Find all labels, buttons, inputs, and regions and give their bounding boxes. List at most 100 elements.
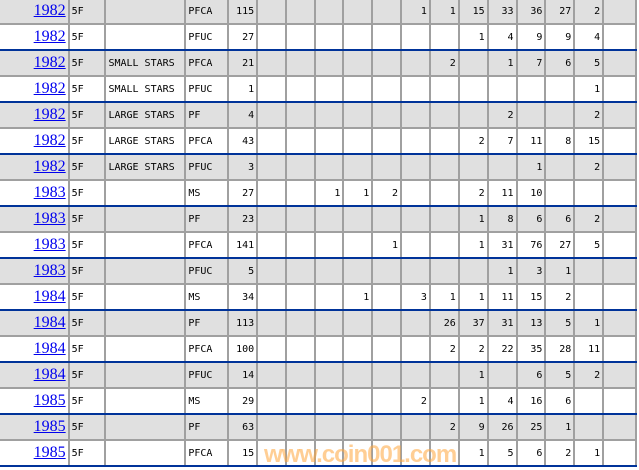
grade-cell: PFUC xyxy=(184,258,230,285)
year-cell[interactable]: 1982 xyxy=(0,76,70,103)
count-cell xyxy=(284,206,316,233)
count-cell: 10 xyxy=(515,180,547,207)
variety-cell xyxy=(104,362,187,389)
year-cell[interactable]: 1984 xyxy=(0,336,70,363)
grade-cell: MS xyxy=(184,180,230,207)
year-link[interactable]: 1984 xyxy=(33,340,66,357)
year-cell[interactable]: 1982 xyxy=(0,154,70,181)
year-cell[interactable]: 1985 xyxy=(0,414,70,441)
count-cell: 1 xyxy=(371,232,403,259)
count-cell xyxy=(457,258,489,285)
year-link[interactable]: 1982 xyxy=(33,106,66,123)
year-cell[interactable]: 1982 xyxy=(0,24,70,51)
year-cell[interactable]: 1984 xyxy=(0,284,70,311)
count-cell xyxy=(602,154,637,181)
year-link[interactable]: 1982 xyxy=(33,132,66,149)
year-cell[interactable]: 1984 xyxy=(0,362,70,389)
count-cell xyxy=(602,102,637,129)
year-cell[interactable]: 1983 xyxy=(0,232,70,259)
count-cell xyxy=(371,310,403,337)
year-link[interactable]: 1984 xyxy=(33,366,66,383)
year-cell[interactable]: 1985 xyxy=(0,388,70,415)
year-link[interactable]: 1982 xyxy=(33,2,66,19)
year-cell[interactable]: 1982 xyxy=(0,0,70,25)
count-cell: 5 xyxy=(573,50,605,77)
count-cell xyxy=(400,24,431,51)
year-cell[interactable]: 1983 xyxy=(0,258,70,285)
year-cell[interactable]: 1984 xyxy=(0,310,70,337)
count-cell xyxy=(313,258,345,285)
total-cell: 29 xyxy=(227,388,259,415)
table-row: 1984 5F PFUC 14 1 6 5 2 xyxy=(0,362,637,389)
count-cell: 1 xyxy=(342,180,374,207)
count-cell: 1 xyxy=(457,206,489,233)
count-cell: 1 xyxy=(515,154,547,181)
variety-cell xyxy=(104,206,187,233)
year-link[interactable]: 1985 xyxy=(33,444,66,461)
table-row: 1983 5F PFCA 141 1 1 31 76 27 5 xyxy=(0,232,637,259)
count-cell xyxy=(313,414,345,441)
variety-cell xyxy=(104,388,187,415)
year-cell[interactable]: 1983 xyxy=(0,180,70,207)
year-cell[interactable]: 1983 xyxy=(0,206,70,233)
count-cell: 1 xyxy=(313,180,345,207)
variety-cell xyxy=(104,24,187,51)
year-link[interactable]: 1983 xyxy=(33,236,66,253)
count-cell xyxy=(428,154,460,181)
count-cell xyxy=(400,232,431,259)
year-cell[interactable]: 1982 xyxy=(0,128,70,155)
count-cell: 5 xyxy=(486,440,518,467)
count-cell: 28 xyxy=(544,336,576,363)
count-cell: 15 xyxy=(573,128,605,155)
year-link[interactable]: 1983 xyxy=(33,184,66,201)
count-cell: 6 xyxy=(544,206,576,233)
year-link[interactable]: 1983 xyxy=(33,210,66,227)
grade-cell: PFCA xyxy=(184,0,230,25)
count-cell: 4 xyxy=(486,388,518,415)
year-cell[interactable]: 1982 xyxy=(0,102,70,129)
count-cell: 11 xyxy=(486,284,518,311)
count-cell: 2 xyxy=(573,0,605,25)
count-cell: 1 xyxy=(457,440,489,467)
count-cell xyxy=(428,128,460,155)
count-cell xyxy=(256,206,287,233)
count-cell: 2 xyxy=(573,154,605,181)
year-link[interactable]: 1984 xyxy=(33,288,66,305)
count-cell: 1 xyxy=(457,232,489,259)
count-cell xyxy=(256,102,287,129)
count-cell xyxy=(284,258,316,285)
count-cell xyxy=(342,388,374,415)
count-cell xyxy=(602,362,637,389)
year-cell[interactable]: 1982 xyxy=(0,50,70,77)
count-cell xyxy=(256,414,287,441)
count-cell xyxy=(284,180,316,207)
count-cell xyxy=(256,232,287,259)
table-row: 1982 5F SMALL STARS PFCA 21 2 1 7 6 5 xyxy=(0,50,637,77)
variety-cell: SMALL STARS xyxy=(104,50,187,77)
year-link[interactable]: 1982 xyxy=(33,28,66,45)
count-cell xyxy=(342,362,374,389)
year-link[interactable]: 1984 xyxy=(33,314,66,331)
count-cell xyxy=(284,310,316,337)
count-cell xyxy=(602,206,637,233)
count-cell: 8 xyxy=(486,206,518,233)
count-cell: 1 xyxy=(544,258,576,285)
year-link[interactable]: 1982 xyxy=(33,54,66,71)
count-cell xyxy=(602,128,637,155)
total-cell: 21 xyxy=(227,50,259,77)
year-link[interactable]: 1982 xyxy=(33,80,66,97)
count-cell xyxy=(342,50,374,77)
year-cell[interactable]: 1985 xyxy=(0,440,70,467)
count-cell xyxy=(313,336,345,363)
count-cell: 4 xyxy=(573,24,605,51)
grade-cell: PFCA xyxy=(184,336,230,363)
year-link[interactable]: 1982 xyxy=(33,158,66,175)
denomination-cell: 5F xyxy=(67,362,107,389)
grade-cell: PF xyxy=(184,414,230,441)
count-cell: 31 xyxy=(486,232,518,259)
count-cell: 1 xyxy=(457,388,489,415)
year-link[interactable]: 1985 xyxy=(33,418,66,435)
year-link[interactable]: 1983 xyxy=(33,262,66,279)
count-cell: 22 xyxy=(486,336,518,363)
year-link[interactable]: 1985 xyxy=(33,392,66,409)
